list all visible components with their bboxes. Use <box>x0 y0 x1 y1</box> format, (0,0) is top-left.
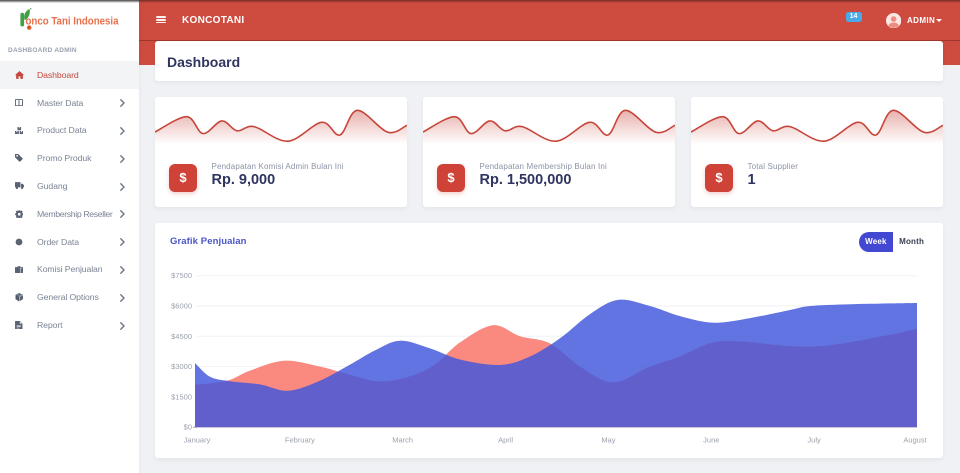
svg-text:May: May <box>601 436 615 445</box>
svg-text:April: April <box>498 436 513 445</box>
svg-text:June: June <box>703 436 719 445</box>
svg-text:July: July <box>807 436 821 445</box>
svg-text:$1500: $1500 <box>171 392 192 401</box>
svg-text:August: August <box>903 436 927 445</box>
svg-text:$0: $0 <box>184 423 192 432</box>
svg-text:February: February <box>285 436 315 445</box>
svg-text:$7500: $7500 <box>171 271 192 280</box>
svg-text:$3000: $3000 <box>171 362 192 371</box>
svg-text:$4500: $4500 <box>171 332 192 341</box>
svg-text:January: January <box>184 436 211 445</box>
svg-text:onco Tani Indonesia: onco Tani Indonesia <box>26 16 120 28</box>
svg-text:$6000: $6000 <box>171 302 192 311</box>
svg-text:March: March <box>392 436 413 445</box>
